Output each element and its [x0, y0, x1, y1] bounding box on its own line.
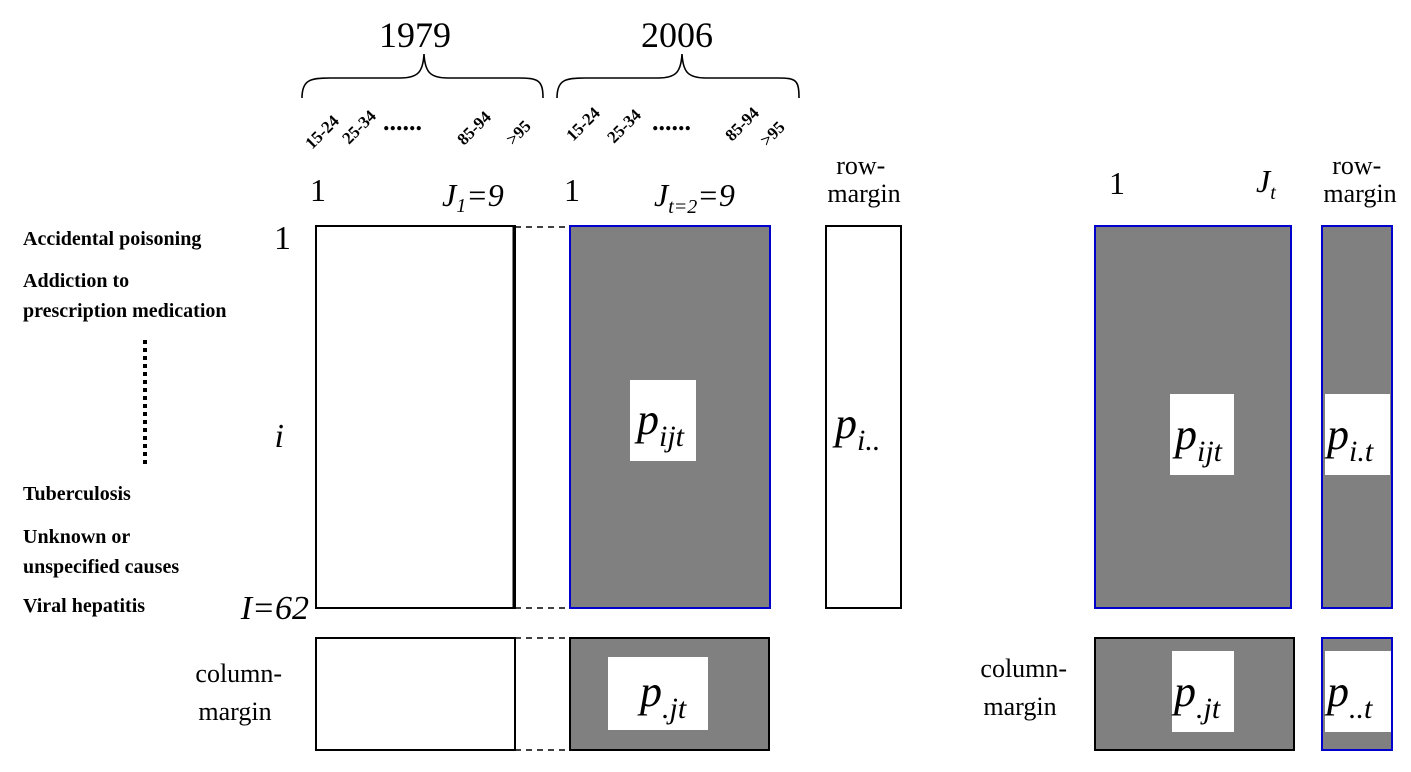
col-index-start-1979: 1 [310, 172, 326, 208]
column-margin-box-1979 [315, 637, 516, 751]
age-label: 15-24 [562, 103, 604, 145]
symbol-p-i-dot-dot: pi.. [832, 399, 880, 457]
year-1979-label: 1979 [379, 15, 451, 55]
symbol-p-ijt-general: pijt [1172, 410, 1223, 468]
label-box [1325, 394, 1390, 475]
table-1979 [315, 225, 516, 609]
cause-label: Addiction to prescription medication [23, 270, 227, 322]
col-index-start-2006: 1 [564, 172, 580, 208]
age-label: 85-94 [453, 107, 495, 149]
brace-2006 [556, 53, 800, 99]
table-2006 [569, 225, 771, 609]
symbol-p-dot-jt-general: p.jt [1171, 667, 1221, 725]
age-label: 15-24 [301, 111, 343, 153]
symbol-p-i-dot-t: pi.t [1324, 410, 1374, 468]
row-index-first: 1 [274, 220, 291, 257]
row-margin-box [825, 225, 902, 609]
age-label: 85-94 [721, 103, 763, 145]
label-box [1325, 651, 1391, 732]
column-margin-heading-general: column- margin [980, 654, 1073, 721]
col-index-end-general: Jt [1256, 163, 1276, 204]
age-label: >95 [502, 117, 534, 149]
label-box [608, 657, 708, 730]
row-margin-heading: row- margin [827, 151, 900, 208]
column-margin-heading: column- margin [195, 659, 288, 726]
age-label: 25-34 [338, 106, 380, 148]
symbol-p-ijt: pijt [634, 395, 685, 453]
age-ellipsis: ...... [652, 107, 691, 136]
year-2006-label: 2006 [641, 15, 713, 55]
row-index-i: i [275, 418, 284, 455]
symbol-p-dot-dot-t: p..t [1324, 667, 1373, 725]
label-box [1172, 651, 1234, 732]
row-margin-heading-general: row- margin [1323, 151, 1396, 208]
cause-label: Viral hepatitis [23, 595, 145, 617]
label-box [1170, 394, 1234, 475]
row-index-last: I=62 [240, 590, 309, 627]
cause-label: Tuberculosis [23, 483, 131, 505]
symbol-p-dot-jt: p.jt [637, 667, 687, 725]
cause-label: Accidental poisoning [23, 228, 201, 250]
col-index-end-1979: J1=9 [442, 177, 504, 217]
col-index-start-general: 1 [1109, 165, 1125, 201]
label-box [630, 380, 696, 461]
age-ellipsis: ...... [383, 107, 422, 136]
age-label: >95 [756, 118, 788, 150]
brace-1979 [301, 53, 544, 99]
col-index-end-2006: Jt=2=9 [654, 177, 735, 218]
cause-label: Unknown or unspecified causes [23, 526, 179, 578]
age-label: 25-34 [603, 105, 645, 147]
